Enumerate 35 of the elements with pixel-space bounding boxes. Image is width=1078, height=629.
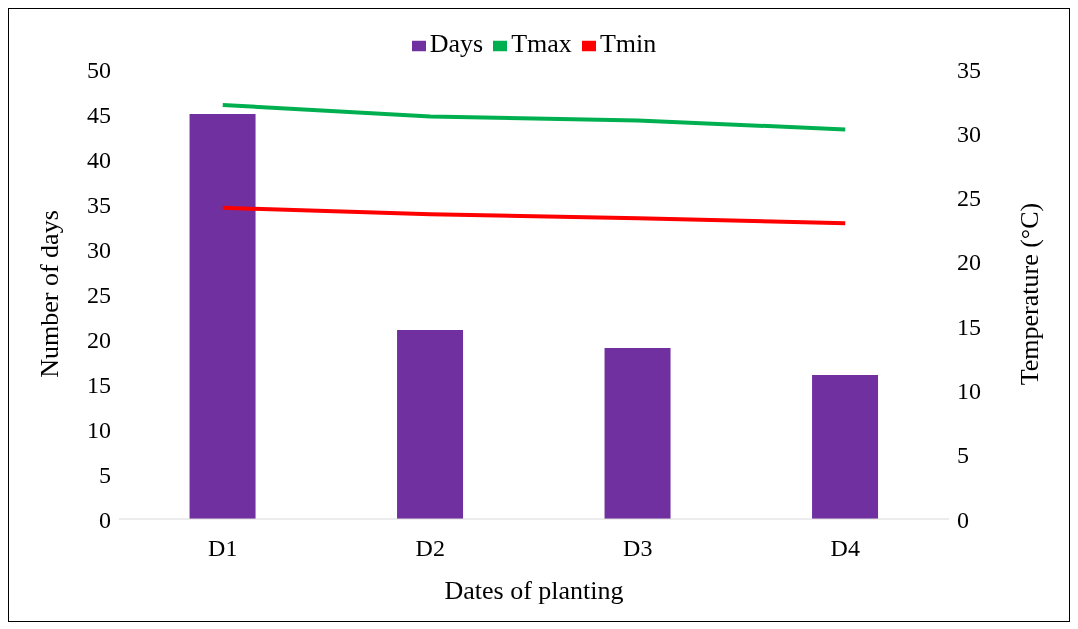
y-tick-label: 0 (99, 506, 111, 533)
y-tick-label: 30 (87, 236, 111, 263)
y-tick-label: 45 (87, 101, 111, 128)
y-tick-label: 35 (87, 191, 111, 218)
legend-label: Days (429, 29, 484, 58)
y-tick-label: 40 (87, 146, 111, 173)
y2-tick-label: 5 (957, 442, 969, 469)
bar (812, 375, 879, 519)
bar (604, 348, 671, 519)
y2-tick-label: 30 (957, 120, 981, 147)
y2-tick-label: 35 (957, 56, 981, 83)
y2-axis-title: Temperature (°C) (1015, 202, 1045, 386)
y-axis-title: Number of days (35, 210, 65, 378)
y2-tick-label: 0 (957, 506, 969, 533)
legend-label: Tmin (599, 29, 657, 58)
y-tick-label: 50 (87, 56, 111, 83)
y-tick-label: 15 (87, 371, 111, 398)
bar (189, 114, 256, 519)
y2-tick-label: 10 (957, 377, 981, 404)
y2-tick-label: 20 (957, 249, 981, 276)
x-tick-label: D1 (208, 535, 238, 562)
line-series (220, 205, 848, 226)
y-tick-label: 20 (87, 326, 111, 353)
y-tick-label: 5 (99, 461, 111, 488)
x-tick-label: D2 (415, 535, 445, 562)
x-axis-title: Dates of planting (444, 576, 624, 605)
y-tick-label: 25 (87, 281, 111, 308)
y-tick-label: 10 (87, 416, 111, 443)
x-tick-label: D3 (623, 535, 653, 562)
line-series (220, 103, 848, 132)
legend-label: Tmax (511, 29, 572, 58)
y2-tick-label: 25 (957, 185, 981, 212)
y2-tick-label: 15 (957, 313, 981, 340)
bar (397, 330, 464, 519)
x-tick-label: D4 (830, 535, 860, 562)
